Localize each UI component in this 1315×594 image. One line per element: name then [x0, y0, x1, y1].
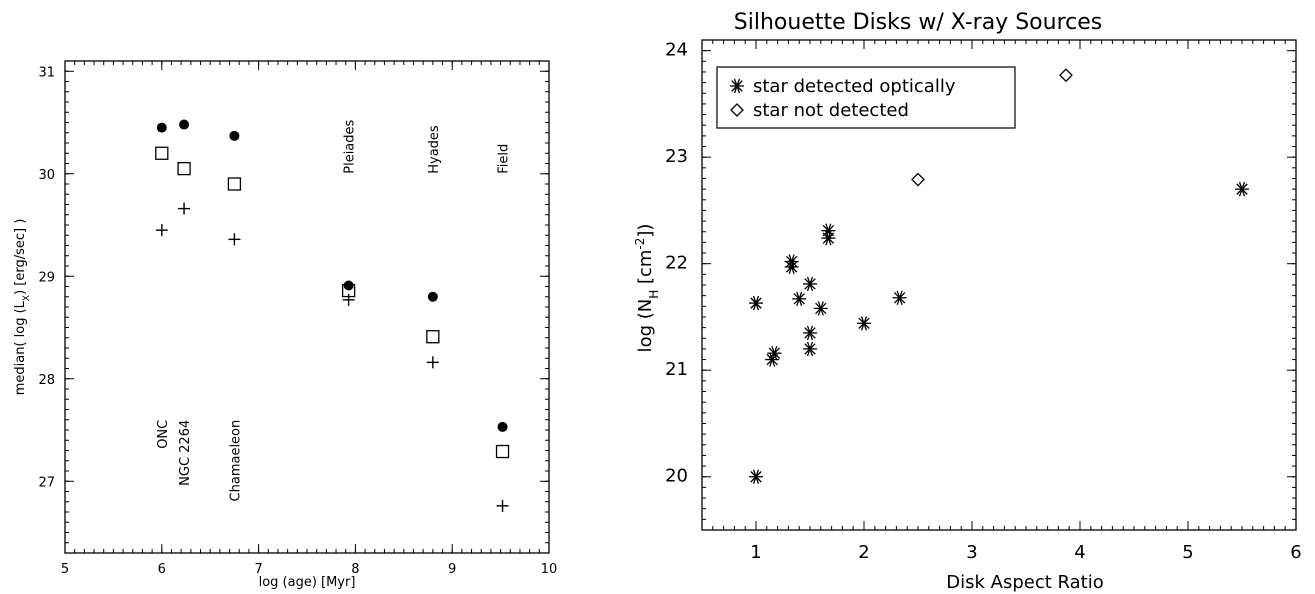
point-asterisk: [792, 291, 807, 307]
x-tick-label: 6: [1290, 542, 1301, 563]
point-asterisk: [749, 469, 763, 484]
x-tick-label: 9: [448, 562, 456, 577]
x-tick-label: 10: [541, 562, 558, 577]
x-tick-label: 8: [351, 562, 359, 577]
point-plus: [155, 224, 168, 237]
y-tick-label: 31: [38, 65, 55, 80]
point-open-diamond: [1059, 68, 1073, 83]
left-cluster-labels: ONC NGC 2264 Chamaeleon Pleiades Hyades Field: [156, 119, 512, 501]
point-asterisk: [749, 295, 763, 311]
y-tick-label: 22: [665, 253, 688, 274]
cluster-label: NGC 2264: [178, 420, 193, 486]
point-plus: [342, 293, 355, 306]
legend-marker-asterisk: [730, 78, 744, 94]
legend-box: [716, 66, 1016, 129]
left-panel: 5 6 7 8 9 10 27 28 29 30 31 ONC NGC 2264 Chamaeleon P…: [13, 60, 557, 590]
left-data-points: [155, 119, 510, 512]
left-tick-labels: 5 6 7 8 9 10 27 28 29 30 31: [38, 65, 557, 577]
legend-marker-open-diamond: [730, 103, 744, 117]
right-x-axis-label: Disk Aspect Ratio: [946, 572, 1103, 593]
point-open-diamond: [911, 172, 925, 187]
point-plus: [228, 233, 241, 246]
legend-label: star not detected: [753, 100, 909, 121]
cluster-label: Hyades: [427, 125, 442, 174]
point-asterisk: [813, 301, 828, 316]
point-asterisk: [767, 345, 782, 361]
point-plus: [496, 499, 509, 512]
cluster-label: Pleiades: [343, 119, 358, 173]
point-open-square: [495, 444, 510, 459]
cluster-label: ONC: [156, 420, 171, 449]
left-plot-frame: [64, 60, 550, 554]
y-tick-label: 20: [665, 466, 688, 487]
point-asterisk: [1235, 181, 1249, 197]
x-tick-label: 6: [158, 562, 166, 577]
cluster-label: Field: [497, 144, 512, 174]
y-tick-label: 21: [665, 359, 688, 380]
point-plus: [178, 202, 191, 215]
point-filled-circle: [497, 421, 508, 432]
point-filled-circle: [427, 291, 438, 302]
right-ticks: [701, 39, 1297, 531]
point-open-square: [177, 161, 191, 176]
point-open-square: [155, 146, 169, 160]
point-asterisk: [803, 276, 817, 292]
point-asterisk: [821, 230, 836, 246]
y-tick-label: 28: [38, 373, 55, 388]
left-y-axis-label: median( log (LX) [erg/sec] ): [13, 219, 32, 396]
left-x-axis-label: log (age) [Myr]: [259, 575, 356, 590]
point-asterisk: [803, 325, 817, 341]
right-data-points: [749, 68, 1249, 484]
x-tick-label: 5: [1182, 542, 1193, 563]
y-tick-label: 23: [665, 146, 688, 167]
cluster-label: Chamaeleon: [228, 420, 243, 502]
legend: star detected optically star not detected: [716, 66, 1016, 129]
y-tick-label: 27: [38, 475, 55, 490]
point-asterisk: [892, 290, 907, 305]
point-asterisk: [803, 341, 817, 357]
point-filled-circle: [156, 122, 167, 133]
right-y-axis-label: log (NH [cm-2]): [633, 224, 661, 353]
left-ticks: [64, 60, 550, 554]
x-tick-label: 1: [750, 542, 761, 563]
point-plus: [426, 356, 439, 369]
x-tick-label: 3: [966, 542, 977, 563]
x-tick-label: 2: [858, 542, 869, 563]
point-filled-circle: [229, 130, 240, 141]
y-tick-label: 29: [38, 270, 55, 285]
y-tick-label: 24: [665, 40, 688, 61]
x-tick-label: 7: [254, 562, 262, 577]
x-tick-label: 4: [1074, 542, 1085, 563]
point-asterisk: [784, 254, 799, 269]
point-open-square: [227, 177, 242, 191]
right-chart-title: Silhouette Disks w/ X-ray Sources: [734, 10, 1102, 35]
point-filled-circle: [179, 119, 190, 130]
legend-label: star detected optically: [753, 76, 956, 97]
point-open-square: [426, 330, 440, 344]
y-tick-label: 30: [38, 168, 55, 183]
point-asterisk: [857, 316, 871, 331]
point-filled-circle: [343, 280, 354, 291]
x-tick-label: 5: [61, 562, 69, 577]
point-asterisk: [821, 223, 836, 238]
